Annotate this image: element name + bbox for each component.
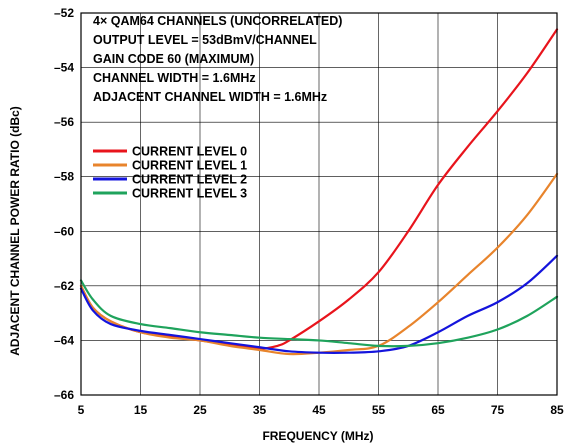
y-tick-label: –52	[54, 6, 74, 20]
legend-label-current-level-2: CURRENT LEVEL 2	[132, 173, 247, 187]
x-tick-label: 5	[78, 403, 85, 417]
x-axis-title: FREQUENCY (MHz)	[262, 429, 373, 443]
annotation-block: 4× QAM64 CHANNELS (UNCORRELATED) OUTPUT …	[93, 14, 342, 104]
x-tick-label: 45	[312, 403, 326, 417]
legend: CURRENT LEVEL 0 CURRENT LEVEL 1 CURRENT …	[93, 145, 247, 201]
annotation-line-2: OUTPUT LEVEL = 53dBmV/CHANNEL	[93, 33, 317, 47]
tick-labels: 5 15 25 35 45 55 65 75 85 –52 –54 –56 –58 –60 –62 –64 –6…	[54, 6, 564, 417]
y-tick-label: –58	[54, 170, 74, 184]
legend-label-current-level-1: CURRENT LEVEL 1	[132, 159, 247, 173]
y-tick-label: –64	[54, 333, 74, 347]
x-tick-label: 55	[372, 403, 386, 417]
x-tick-label: 15	[134, 403, 148, 417]
legend-label-current-level-3: CURRENT LEVEL 3	[132, 187, 247, 201]
series-lines	[79, 28, 559, 356]
x-tick-label: 35	[253, 403, 267, 417]
x-tick-label: 75	[491, 403, 505, 417]
annotation-line-5: ADJACENT CHANNEL WIDTH = 1.6MHz	[93, 90, 327, 104]
y-tick-label: –66	[54, 388, 74, 402]
plot-frame	[80, 12, 558, 396]
series-line-current-level-3	[79, 279, 559, 348]
x-tick-label: 65	[431, 403, 445, 417]
y-tick-label: –54	[54, 61, 74, 75]
y-axis-title: ADJACENT CHANNEL POWER RATIO (dBc)	[8, 106, 22, 356]
annotation-line-1: 4× QAM64 CHANNELS (UNCORRELATED)	[93, 14, 342, 28]
x-tick-label: 85	[550, 403, 564, 417]
x-tick-label: 25	[193, 403, 207, 417]
y-tick-label: –56	[54, 115, 74, 129]
series-line-current-level-2	[79, 254, 559, 354]
annotation-line-3: GAIN CODE 60 (MAXIMUM)	[93, 52, 254, 66]
y-tick-label: –62	[54, 279, 74, 293]
legend-label-current-level-0: CURRENT LEVEL 0	[132, 145, 247, 159]
annotation-line-4: CHANNEL WIDTH = 1.6MHz	[93, 71, 256, 85]
y-tick-label: –60	[54, 224, 74, 238]
